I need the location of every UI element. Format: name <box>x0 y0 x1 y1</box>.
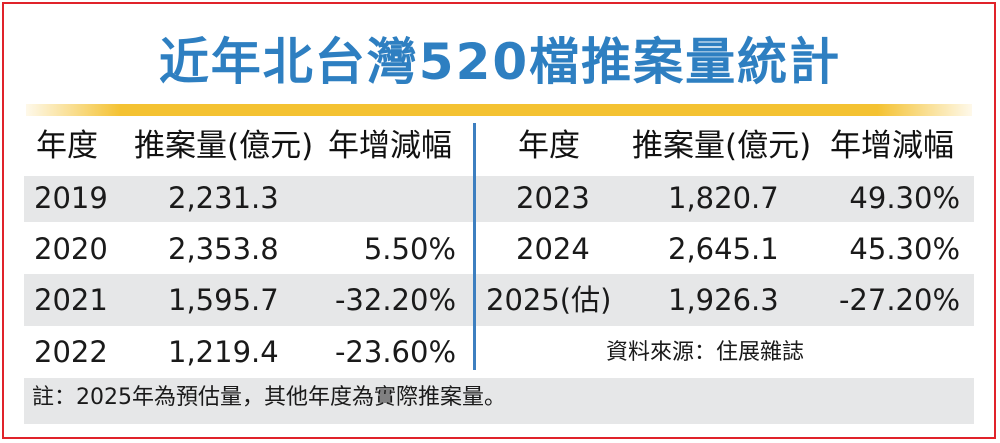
table-row-year: 2024 <box>516 232 590 266</box>
title-underline <box>26 104 972 116</box>
table-row-volume: 1,595.7 <box>168 283 279 317</box>
header-volume-right: 推案量(億元) <box>632 128 812 164</box>
table-row-growth: 5.50% <box>363 232 456 266</box>
page-title: 近年北台灣520檔推案量統計 <box>158 33 842 91</box>
header-growth-left: 年增減幅 <box>328 128 452 164</box>
table-row-year: 2021 <box>34 283 108 317</box>
table-row-volume: 1,926.3 <box>668 283 779 317</box>
table-row-year: 2020 <box>34 232 108 266</box>
table-row-year: 2023 <box>516 181 590 215</box>
table-row-volume: 1,219.4 <box>168 335 279 369</box>
table-row-growth: -27.20% <box>838 283 960 317</box>
table-row-year: 2019 <box>34 181 108 215</box>
table-row-growth: 49.30% <box>849 181 960 215</box>
table-row-growth: 45.30% <box>849 232 960 266</box>
header-year-left: 年度 <box>36 128 98 164</box>
table-row-volume: 2,353.8 <box>168 232 279 266</box>
header-growth-right: 年增減幅 <box>830 128 954 164</box>
table-row-volume: 2,645.1 <box>668 232 779 266</box>
table-row-volume: 2,231.3 <box>168 181 279 215</box>
column-divider <box>473 123 476 370</box>
header-year-right: 年度 <box>518 128 580 164</box>
table-row-volume: 1,820.7 <box>668 181 779 215</box>
footnote: 註：2025年為預估量，其他年度為實際推案量。 <box>32 385 506 410</box>
table-row-year: 2025(估) <box>486 283 612 317</box>
table-row-growth: -32.20% <box>334 283 456 317</box>
table-row-growth: -23.60% <box>334 335 456 369</box>
row-band-3 <box>24 274 974 326</box>
header-volume-left: 推案量(億元) <box>134 128 314 164</box>
source-credit: 資料來源：住展雜誌 <box>606 340 805 365</box>
note-band <box>24 378 974 424</box>
row-band-1 <box>24 176 974 222</box>
table-row-year: 2022 <box>34 335 108 369</box>
